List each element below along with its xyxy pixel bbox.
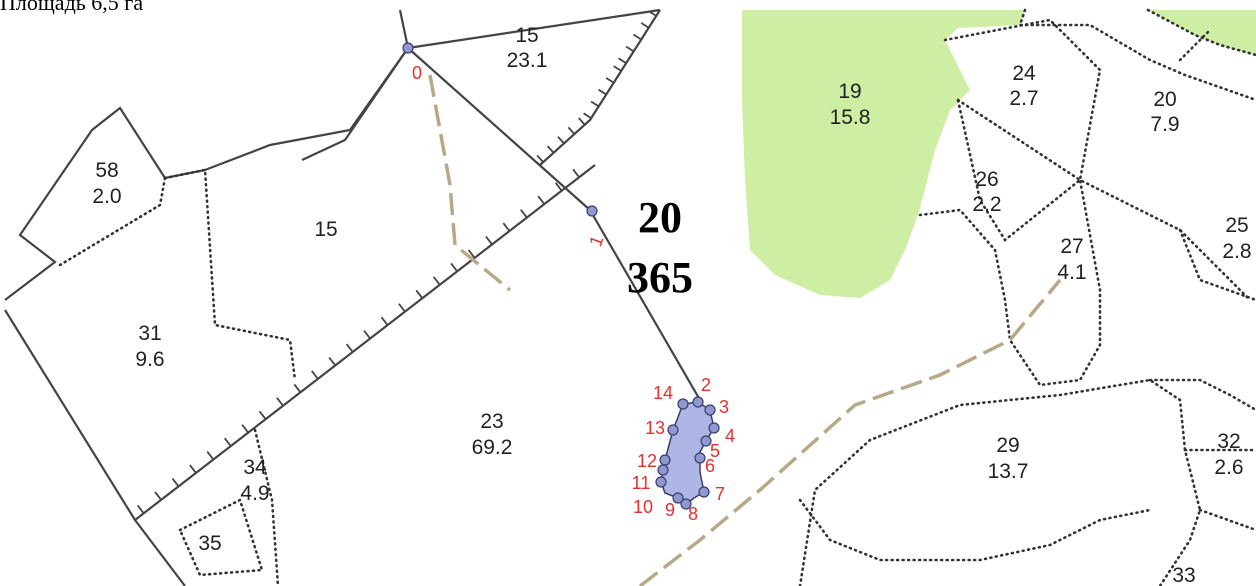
vertex-markers (402, 42, 720, 510)
vertex-label-14: 14 (653, 383, 673, 403)
vertex-marker-9 (672, 492, 684, 504)
plot-27-number: 27 (1060, 235, 1083, 258)
plot-20-number: 20 (1153, 88, 1176, 111)
vertex-marker-7 (698, 486, 710, 498)
plot-24-area: 2.7 (1009, 87, 1038, 110)
plot-23-number: 23 (480, 410, 503, 433)
plot-29-number: 29 (996, 434, 1019, 457)
plot-labels: 15 23.1 19 15.8 24 2.7 20 7.9 58 2.0 15 … (92, 24, 1251, 586)
plot-58-number: 58 (95, 159, 118, 182)
vertex-label-4: 4 (725, 426, 735, 446)
plot-27-area: 4.1 (1057, 261, 1086, 284)
plot-32-number: 32 (1217, 430, 1240, 453)
plot-35-number: 35 (198, 532, 221, 555)
vertex-marker-12 (659, 454, 671, 466)
vertex-marker-0 (402, 42, 414, 54)
vertex-marker-3 (704, 404, 716, 416)
plot-34-area: 4.9 (240, 482, 269, 505)
boundary-hatching (136, 10, 657, 514)
vertex-marker-10 (655, 476, 667, 488)
vertex-marker-2 (692, 396, 704, 408)
quarter-boundaries (4, 8, 701, 586)
plot-19-area: 15.8 (830, 106, 871, 129)
vertex-marker-8 (680, 498, 692, 510)
quarter-code: 365 (627, 253, 693, 302)
plot-24-number: 24 (1012, 62, 1036, 85)
plot-25-area: 2.8 (1222, 240, 1251, 263)
vertex-marker-1 (586, 205, 598, 217)
plot-15-mid-number: 15 (314, 218, 337, 241)
vertex-marker-13 (667, 424, 679, 436)
vertex-label-10: 10 (633, 497, 653, 517)
plot-19-number: 19 (838, 80, 861, 103)
forest-area-20-corner (1148, 10, 1256, 55)
roads (428, 74, 1062, 586)
vertex-label-9: 9 (665, 500, 675, 520)
plot-31-number: 31 (138, 322, 161, 345)
plot-15-top-area: 23.1 (507, 49, 548, 72)
plot-20-area: 7.9 (1150, 113, 1179, 136)
plot-58-area: 2.0 (92, 185, 121, 208)
vertex-marker-5 (700, 435, 712, 447)
vertex-label-5: 5 (710, 441, 720, 461)
vertex-label-13: 13 (645, 418, 665, 438)
plot-32-area: 2.6 (1214, 456, 1243, 479)
vertex-label-2: 2 (701, 375, 711, 395)
plot-34-number: 34 (243, 456, 267, 479)
plot-31-area: 9.6 (135, 348, 164, 371)
vertex-marker-14 (677, 398, 689, 410)
plot-26-area: 2.2 (972, 193, 1001, 216)
quarter-number: 20 (638, 193, 682, 242)
plot-23-area: 69.2 (472, 436, 513, 459)
vertex-labels: 0 1 2 3 4 5 6 7 8 9 10 11 12 13 14 (412, 63, 735, 524)
plot-25-number: 25 (1225, 214, 1248, 237)
vertex-label-6: 6 (705, 456, 715, 476)
plot-33-number: 33 (1172, 564, 1195, 586)
vertex-label-8: 8 (688, 504, 698, 524)
area-caption: Площадь 6,5 га (0, 0, 144, 15)
parcel-boundaries (58, 8, 1256, 586)
vertex-label-12: 12 (637, 451, 657, 471)
vertex-label-7: 7 (715, 484, 725, 504)
vertex-marker-4 (708, 422, 720, 434)
vertex-label-11: 11 (632, 473, 651, 493)
plot-29-area: 13.7 (988, 460, 1029, 483)
forest-area-19 (742, 10, 1025, 298)
vertex-label-3: 3 (719, 397, 729, 417)
vertex-label-0: 0 (412, 63, 422, 83)
vertex-marker-6 (694, 452, 706, 464)
plot-26-number: 26 (975, 168, 998, 191)
plot-15-top-number: 15 (515, 24, 538, 47)
vertex-marker-11 (657, 464, 669, 476)
